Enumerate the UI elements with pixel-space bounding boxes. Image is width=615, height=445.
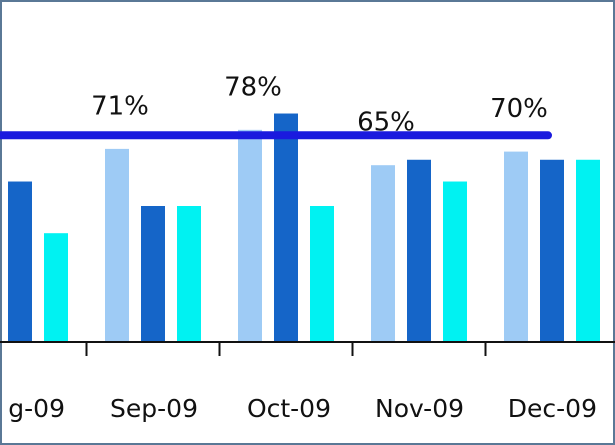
bar [105,148,129,342]
bar [504,151,528,342]
bar [238,129,262,342]
bar [310,206,334,342]
x-tick-label: Oct-09 [247,394,331,423]
value-label: 78% [224,72,282,102]
x-tick-label: Sep-09 [110,394,198,423]
x-tick-label: Dec-09 [508,394,597,423]
x-tick-label: Nov-09 [375,394,464,423]
bar [8,181,32,342]
bar [443,181,467,342]
bar [540,159,564,342]
bar [407,159,431,342]
bar [274,113,298,343]
value-label: 70% [490,94,548,124]
bar [44,233,68,342]
x-tick-label: g-09 [8,394,65,423]
bar [576,159,600,342]
bar [141,206,165,342]
value-label: 71% [91,91,149,121]
bar [177,206,201,342]
bar [371,165,395,342]
value-label: 65% [357,108,415,138]
